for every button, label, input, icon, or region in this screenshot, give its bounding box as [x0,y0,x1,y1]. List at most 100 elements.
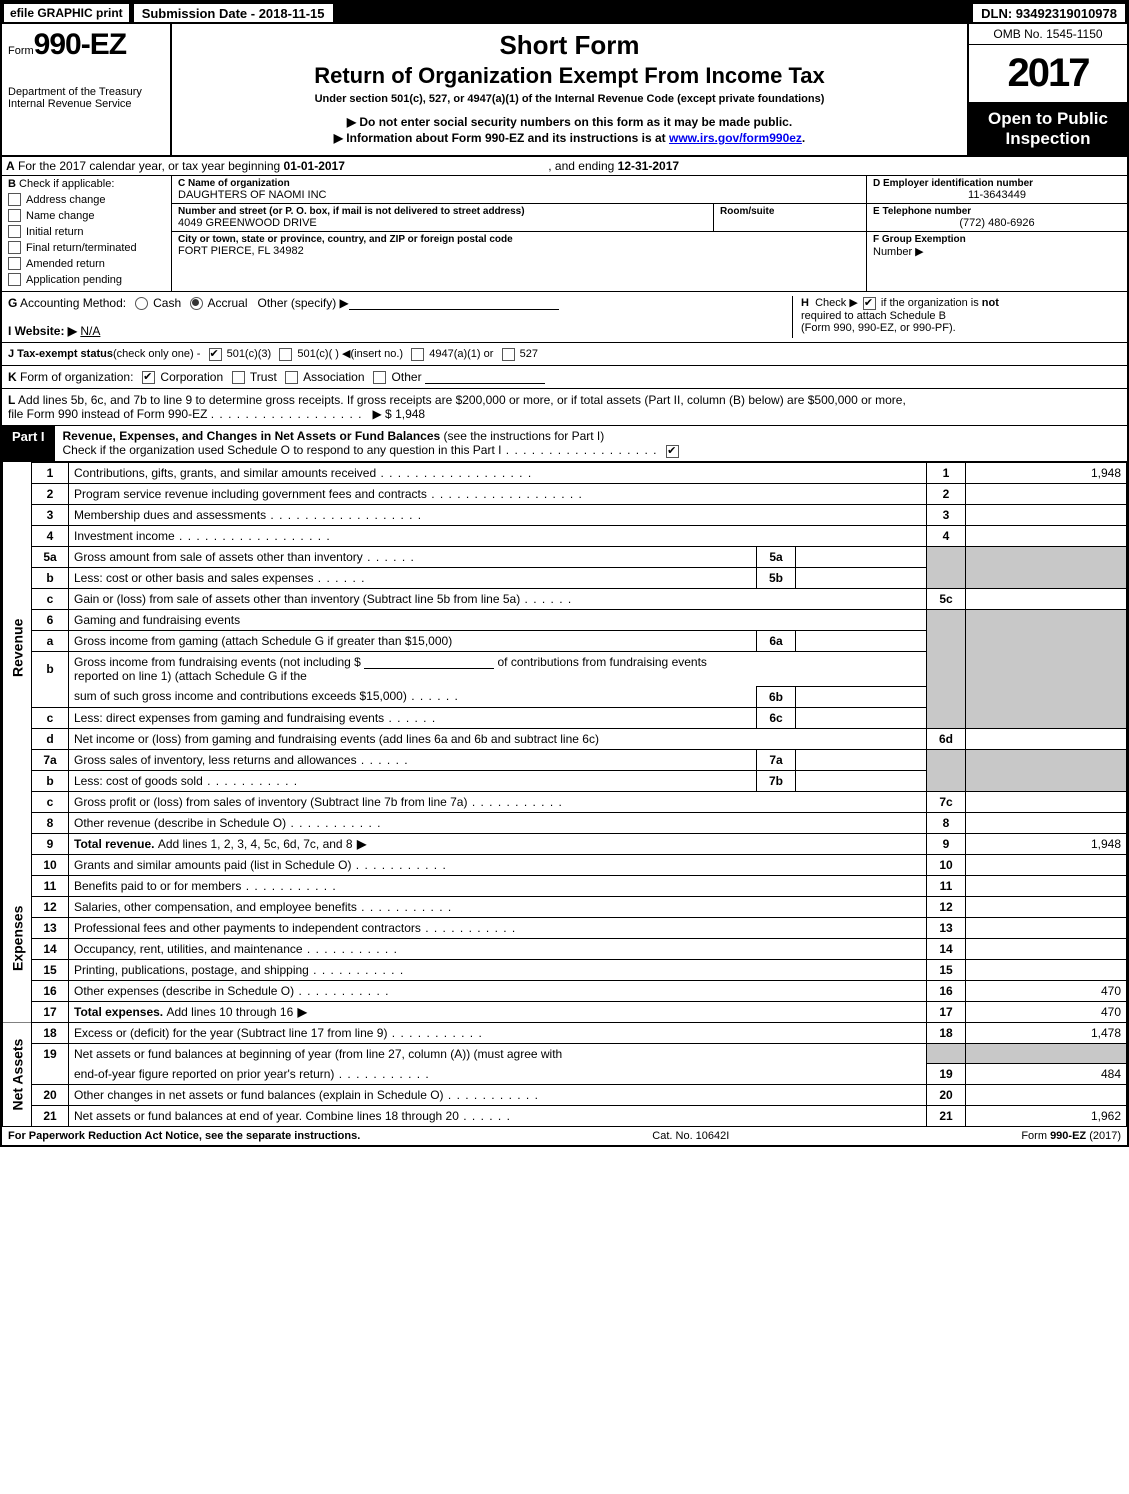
col-b-right: D Employer identification number 11-3643… [866,176,1127,291]
j-sub: (check only one) - [113,348,200,360]
fundraising-amount-input[interactable] [364,668,494,669]
side-expenses: Expenses [3,854,32,1022]
check-assoc[interactable] [285,371,298,384]
rn-18: 18 [927,1022,966,1043]
radio-accrual[interactable] [190,297,203,310]
n-4: 4 [32,525,69,546]
part1-sub-dots [501,443,657,457]
lbl-name-change: Name change [26,210,95,222]
header-row: Form990-EZ Department of the Treasury In… [2,24,1127,157]
h-text2-not: not [982,297,999,309]
block-k: K Form of organization: Corporation Trus… [2,366,1127,389]
row-4: 4 Investment income 4 [3,525,1127,546]
block-l: L Add lines 5b, 6c, and 7b to line 9 to … [2,389,1127,425]
check-other-org[interactable] [373,371,386,384]
row-3: 3 Membership dues and assessments 3 [3,504,1127,525]
check-corp[interactable] [142,371,155,384]
d-15: Printing, publications, postage, and shi… [74,963,309,977]
mid-6a: 6a [757,630,796,651]
omb-number: OMB No. 1545-1150 [969,24,1127,45]
lbl-amended-return: Amended return [26,258,105,270]
h-check[interactable] [863,297,876,310]
lbl-final-return: Final return/terminated [26,242,137,254]
row-18: Net Assets 18 Excess or (deficit) for th… [3,1022,1127,1043]
rn-7c: 7c [927,791,966,812]
row-20: 20 Other changes in net assets or fund b… [3,1085,1127,1106]
mv-5b [796,567,927,588]
mv-7b [796,770,927,791]
mid-5a: 5a [757,546,796,567]
shade-6 [927,609,966,728]
row-16: 16 Other expenses (describe in Schedule … [3,980,1127,1001]
h-text1: Check ▶ [815,297,858,309]
check-address-change[interactable] [8,193,21,206]
mid-6c: 6c [757,707,796,728]
shade-5 [927,546,966,588]
lbl-other: Other (specify) ▶ [258,296,349,310]
row-6: 6 Gaming and fundraising events [3,609,1127,630]
page-footer: For Paperwork Reduction Act Notice, see … [2,1127,1127,1145]
efile-print-button[interactable]: efile GRAPHIC print [3,3,130,23]
check-trust[interactable] [232,371,245,384]
mid-6b: 6b [757,686,796,707]
d-5c: Gain or (loss) from sale of assets other… [74,592,520,606]
mid-5b: 5b [757,567,796,588]
dots-17 [293,1005,308,1019]
c-org-name: DAUGHTERS OF NAOMI INC [178,189,860,201]
d-6d: Net income or (loss) from gaming and fun… [74,732,599,746]
check-501c[interactable] [279,348,292,361]
dots-20 [444,1088,539,1102]
v-6d [966,728,1127,749]
v-19: 484 [966,1064,1127,1085]
submission-date-box: Submission Date - 2018-11-15 [133,3,334,23]
n-8: 8 [32,812,69,833]
dots-10 [351,858,446,872]
part1-title-bold: Revenue, Expenses, and Changes in Net As… [63,429,444,443]
check-4947[interactable] [411,348,424,361]
check-application-pending[interactable] [8,273,21,286]
check-amended-return[interactable] [8,257,21,270]
instructions-link[interactable]: www.irs.gov/form990ez [669,131,802,145]
row-5a: 5a Gross amount from sale of assets othe… [3,546,1127,567]
radio-cash[interactable] [135,297,148,310]
check-name-change[interactable] [8,209,21,222]
mv-6a [796,630,927,651]
dots-9 [353,837,368,851]
d-10: Grants and similar amounts paid (list in… [74,858,351,872]
block-gh: G Accounting Method: Cash Accrual Other … [2,292,1127,343]
d-17-bold: Total expenses. [74,1005,166,1019]
d-7a: Gross sales of inventory, less returns a… [74,753,357,767]
n-6c: c [32,707,69,728]
check-527[interactable] [502,348,515,361]
other-specify-input[interactable] [349,309,559,310]
dots-2 [427,487,583,501]
other-org-input[interactable] [425,383,545,384]
d-3: Membership dues and assessments [74,508,266,522]
part1-table: Revenue 1 Contributions, gifts, grants, … [2,462,1127,1128]
v-12 [966,896,1127,917]
mid-7b: 7b [757,770,796,791]
check-final-return[interactable] [8,241,21,254]
part1-title-rest: (see the instructions for Part I) [444,429,605,443]
j-label: J Tax-exempt status [8,348,113,360]
check-schedule-o-part1[interactable] [666,445,679,458]
n-14: 14 [32,938,69,959]
check-initial-return[interactable] [8,225,21,238]
rn-14: 14 [927,938,966,959]
b-label: B [8,178,16,190]
main-title: Return of Organization Exempt From Incom… [180,63,959,89]
city-label: City or town, state or province, country… [178,234,860,245]
row-11: 11 Benefits paid to or for members 11 [3,875,1127,896]
n-7a: 7a [32,749,69,770]
row-12: 12 Salaries, other compensation, and emp… [3,896,1127,917]
check-501c3[interactable] [209,348,222,361]
v-9: 1,948 [966,833,1127,854]
h-label: H [801,297,809,309]
d-5a: Gross amount from sale of assets other t… [74,550,363,564]
v-8 [966,812,1127,833]
v-5c [966,588,1127,609]
n-7b: b [32,770,69,791]
part1-header: Part I Revenue, Expenses, and Changes in… [2,425,1127,461]
city-value: FORT PIERCE, FL 34982 [178,245,860,257]
shade-5v [966,546,1127,588]
